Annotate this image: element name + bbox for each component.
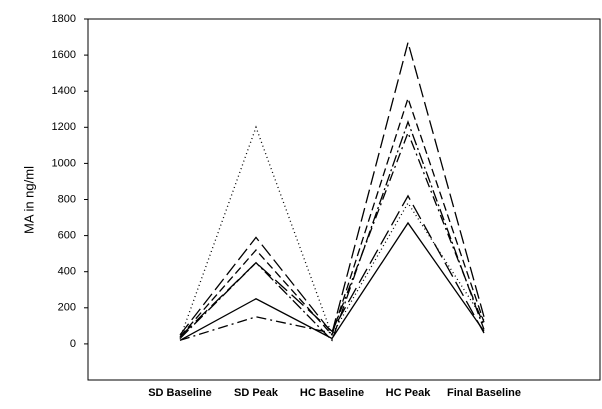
series-line	[179, 130, 485, 341]
y-tick-label: 1400	[52, 85, 76, 97]
y-axis-label: MA in ng/ml	[21, 166, 36, 234]
y-tick-label: 1600	[52, 49, 76, 61]
series-line	[179, 96, 485, 338]
series-line	[179, 125, 485, 339]
y-tick-label: 0	[70, 338, 76, 350]
y-tick-label: 800	[58, 193, 76, 205]
x-tick-label: SD Peak	[234, 387, 279, 399]
x-tick-label: HC Baseline	[300, 387, 364, 399]
y-tick-label: 1000	[52, 157, 76, 169]
plot-frame	[87, 18, 601, 381]
y-tick-label: 1200	[52, 121, 76, 133]
y-tick-label: 1800	[52, 13, 76, 25]
x-tick-label: HC Peak	[386, 387, 432, 399]
y-tick-label: 400	[58, 266, 76, 278]
series-line	[179, 39, 485, 336]
y-tick-label: 600	[58, 230, 76, 242]
series-line	[179, 194, 485, 338]
x-tick-label: Final Baseline	[447, 387, 521, 399]
series-line	[179, 221, 485, 341]
y-tick-label: 200	[58, 302, 76, 314]
series-line	[179, 119, 485, 342]
x-tick-label: SD Baseline	[148, 387, 212, 399]
